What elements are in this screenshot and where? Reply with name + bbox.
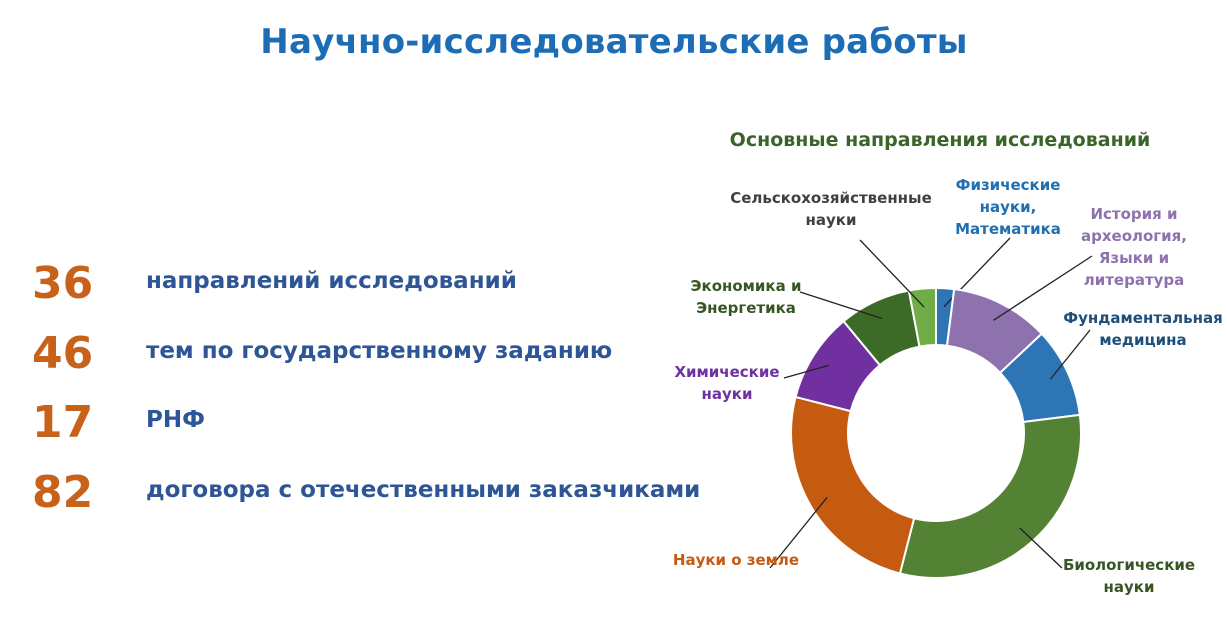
slice-label-биологические-науки: Биологические науки (1063, 556, 1195, 596)
stat-label: тем по государственному заданию (146, 338, 613, 364)
donut-slice-сельскохозяйственные-науки (907, 286, 937, 348)
slice-label-физические-науки-математика: Физические науки, Математика (955, 176, 1061, 238)
leader-line (799, 291, 883, 320)
leader-line (783, 364, 830, 379)
chart-title: Основные направления исследований (729, 129, 1151, 151)
slice-label-сельскохозяйственные-науки: Сельскохозяйственные науки (730, 189, 932, 229)
leader-line (993, 255, 1093, 321)
leader-line (769, 496, 828, 569)
page-title: Научно-исследовательские работы (260, 22, 968, 62)
donut-slice-науки-о-земле (790, 395, 916, 575)
stat-value: 36 (32, 258, 94, 309)
stat-value: 82 (32, 467, 94, 518)
donut-slice-биологические-науки (898, 413, 1082, 579)
slice-label-науки-о-земле: Науки о земле (673, 551, 799, 569)
stat-label: РНФ (146, 407, 205, 433)
slice-label-история-и-археология-языки-и-литература: История и археология, Языки и литература (1081, 205, 1187, 289)
slice-label-фундаментальная-медицина: Фундаментальная медицина (1063, 309, 1222, 349)
slice-label-химические-науки: Химические науки (674, 363, 779, 403)
leader-line (859, 239, 925, 308)
slice-label-экономика-и-энергетика: Экономика и Энергетика (691, 277, 802, 317)
stat-label: договора с отечественными заказчиками (146, 477, 701, 503)
stat-value: 17 (32, 397, 94, 448)
stat-label: направлений исследований (146, 268, 517, 294)
leader-line (1019, 527, 1063, 569)
stat-value: 46 (32, 328, 94, 379)
leader-line (1049, 329, 1091, 380)
